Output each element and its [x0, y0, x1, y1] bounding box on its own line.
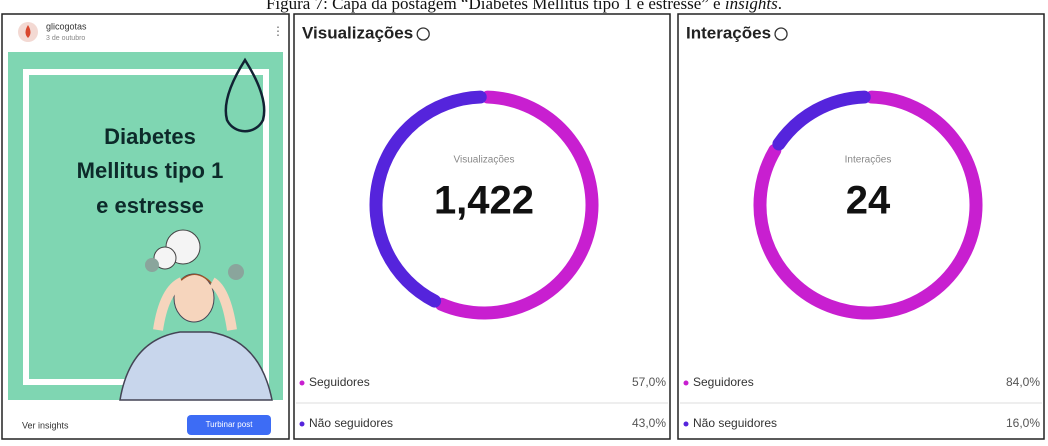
drop-icon: [224, 57, 266, 133]
legend-dot: [683, 380, 689, 386]
center-label: Interações: [845, 155, 892, 166]
info-icon[interactable]: [416, 27, 430, 41]
legend-dot: [299, 380, 305, 386]
caption-italic: insights: [725, 0, 778, 13]
donut-segment: [753, 90, 983, 320]
post-title-line: e estresse: [96, 193, 204, 218]
caption-end: .: [778, 0, 782, 13]
post-title-line: Mellitus tipo 1: [77, 158, 224, 183]
legend-dot: [683, 421, 689, 427]
panel-title: Interações: [686, 23, 771, 42]
insight-panels: Visualizações Seguidores 57,0% Não seguidor…: [293, 13, 1045, 440]
caption-text: Figura 7: Capa da postagem “Diabetes Mel…: [266, 0, 725, 13]
center-total: 24: [846, 179, 891, 223]
legend-name: Seguidores: [693, 375, 754, 389]
boost-button-label[interactable]: Turbinar post: [206, 420, 254, 429]
panel-frame: [293, 13, 671, 440]
legend-value: 57,0%: [632, 375, 666, 389]
post-date: 3 de outubro: [46, 35, 85, 42]
legend-name: Seguidores: [309, 375, 370, 389]
donut-segment: [434, 90, 599, 320]
legend-value: 84,0%: [1006, 375, 1040, 389]
panel-title: Visualizações: [302, 23, 413, 42]
legend-value: 43,0%: [632, 416, 666, 430]
post-title-line: Diabetes: [104, 124, 196, 149]
illustration: [119, 229, 273, 401]
legend-value: 16,0%: [1006, 416, 1040, 430]
donut-segment: [772, 90, 871, 151]
legend-name: Não seguidores: [309, 416, 393, 430]
post-panel: glicogotas 3 de outubro ⋮ Diabetes Melli…: [1, 13, 290, 440]
info-icon[interactable]: [774, 27, 788, 41]
legend-dot: [299, 421, 305, 427]
menu-icon[interactable]: ⋮: [272, 24, 284, 38]
center-total: 1,422: [434, 179, 534, 223]
caption: Figura 7: Capa da postagem “Diabetes Mel…: [266, 0, 782, 13]
donut-segment: [369, 90, 487, 308]
legend-name: Não seguidores: [693, 416, 777, 430]
center-label: Visualizações: [454, 155, 515, 166]
insights-link[interactable]: Ver insights: [22, 420, 69, 430]
avatar-drop: [25, 25, 31, 38]
panel-frame: [677, 13, 1045, 440]
boost-button[interactable]: [187, 415, 271, 435]
account-name[interactable]: glicogotas: [46, 21, 87, 31]
